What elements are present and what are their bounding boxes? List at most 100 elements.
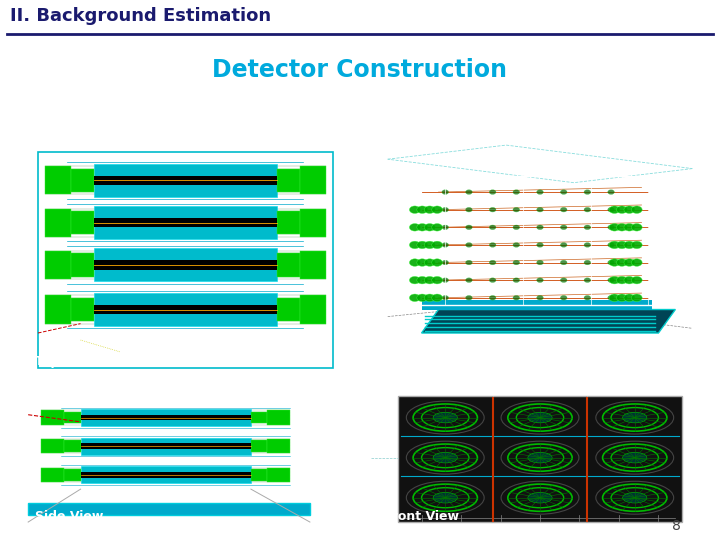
Circle shape [609, 206, 620, 213]
Circle shape [410, 294, 420, 301]
Bar [45, 208, 71, 237]
Circle shape [624, 224, 635, 231]
Polygon shape [422, 309, 675, 333]
Bar [41, 410, 64, 425]
Circle shape [609, 259, 620, 266]
Circle shape [609, 224, 620, 231]
Circle shape [536, 260, 544, 265]
Circle shape [631, 276, 642, 284]
Circle shape [584, 190, 590, 194]
Bar [94, 164, 277, 197]
Circle shape [616, 294, 627, 301]
Circle shape [624, 259, 635, 266]
Bar [81, 466, 251, 483]
Bar [71, 253, 94, 276]
Circle shape [466, 225, 472, 229]
Bar [94, 218, 277, 227]
Circle shape [623, 492, 647, 503]
Circle shape [490, 260, 496, 265]
Circle shape [432, 224, 443, 231]
Circle shape [442, 225, 449, 229]
Circle shape [442, 278, 449, 282]
Text: Detector Construction: Detector Construction [212, 58, 508, 83]
Circle shape [466, 242, 472, 247]
Circle shape [410, 224, 420, 231]
Circle shape [596, 401, 674, 434]
Bar [41, 439, 64, 454]
Bar [81, 437, 251, 455]
Bar [277, 211, 300, 234]
Circle shape [584, 278, 590, 282]
Circle shape [466, 190, 472, 194]
Bar [64, 441, 81, 452]
Circle shape [560, 225, 567, 229]
Circle shape [490, 295, 496, 300]
Circle shape [424, 294, 435, 301]
Bar [81, 472, 251, 478]
Circle shape [433, 492, 457, 503]
Circle shape [609, 276, 620, 284]
Circle shape [433, 453, 457, 463]
Circle shape [442, 242, 449, 247]
Circle shape [490, 225, 496, 229]
Circle shape [410, 259, 420, 266]
Circle shape [584, 207, 590, 212]
Circle shape [417, 206, 428, 213]
Circle shape [432, 276, 443, 284]
Circle shape [490, 207, 496, 212]
Circle shape [490, 278, 496, 282]
Circle shape [528, 453, 552, 463]
Circle shape [406, 441, 484, 474]
Circle shape [584, 225, 590, 229]
Bar [251, 441, 267, 452]
Circle shape [424, 206, 435, 213]
Circle shape [513, 207, 520, 212]
Circle shape [466, 207, 472, 212]
Circle shape [616, 259, 627, 266]
Bar [64, 412, 81, 423]
Circle shape [406, 401, 484, 434]
Circle shape [410, 276, 420, 284]
Circle shape [631, 224, 642, 231]
Text: II. Background Estimation: II. Background Estimation [10, 7, 271, 25]
Bar [81, 443, 251, 449]
Bar [81, 415, 251, 421]
Circle shape [616, 241, 627, 249]
Circle shape [432, 294, 443, 301]
Circle shape [424, 224, 435, 231]
Circle shape [584, 295, 590, 300]
Circle shape [442, 295, 449, 300]
Circle shape [442, 260, 449, 265]
Circle shape [528, 492, 552, 503]
Circle shape [424, 241, 435, 249]
Bar [71, 298, 94, 321]
Bar [94, 248, 277, 281]
Circle shape [432, 241, 443, 249]
Circle shape [624, 206, 635, 213]
Circle shape [616, 224, 627, 231]
Circle shape [584, 242, 590, 247]
Bar [45, 166, 71, 194]
Circle shape [536, 190, 544, 194]
Circle shape [536, 207, 544, 212]
Circle shape [624, 294, 635, 301]
Circle shape [609, 241, 620, 249]
Circle shape [616, 206, 627, 213]
Bar [64, 469, 81, 481]
Circle shape [608, 295, 614, 300]
Circle shape [584, 260, 590, 265]
Text: Top View: Top View [35, 355, 97, 368]
Bar [411, 176, 659, 305]
Circle shape [513, 190, 520, 194]
Circle shape [410, 206, 420, 213]
Bar [251, 469, 267, 481]
Circle shape [417, 276, 428, 284]
Circle shape [466, 260, 472, 265]
Circle shape [608, 207, 614, 212]
Bar [94, 206, 277, 239]
Bar [251, 412, 267, 423]
Bar [45, 295, 71, 323]
Circle shape [560, 260, 567, 265]
Circle shape [466, 278, 472, 282]
Circle shape [596, 441, 674, 474]
